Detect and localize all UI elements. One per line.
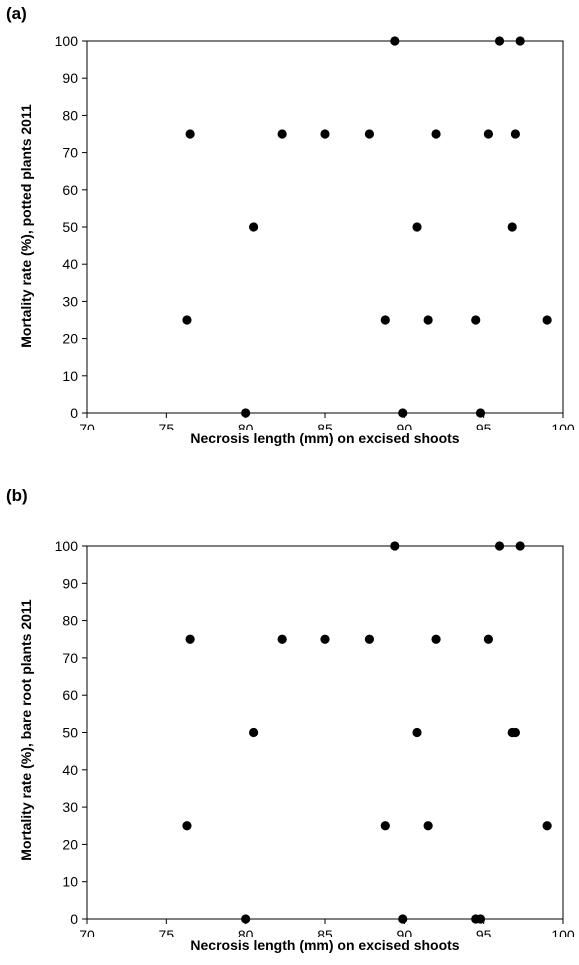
x-tick-label: 95 [476,927,492,937]
y-tick-label: 30 [62,293,78,309]
x-tick-label: 75 [159,927,175,937]
data-point [542,315,552,325]
y-tick-label: 20 [62,836,78,852]
data-point [390,36,400,46]
plot-frame [86,40,564,414]
x-tick-label: 90 [397,927,413,937]
data-point [542,821,552,831]
data-point [380,315,390,325]
data-point [510,129,520,139]
data-point [475,914,486,924]
scatter-plot-a: 0 10 20 30 40 50 60 70 80 90 100 70 75 80 85 90 95 100 [55,33,575,430]
x-tick-label: 90 [397,421,413,430]
data-point [185,129,195,139]
data-point [249,727,259,738]
x-tick-label: 100 [551,927,575,937]
data-point [515,36,525,46]
data-point [471,315,481,325]
scatter-plot-b: 0 10 20 30 40 50 60 70 80 90 100 70 75 80 85 90 95 100 [55,538,575,937]
data-point [185,634,195,644]
x-tick-label: 80 [238,927,254,937]
data-point [412,222,422,232]
y-tick-label: 60 [62,182,78,198]
y-tick-label: 70 [62,650,78,666]
y-tick-label: 70 [62,145,78,161]
data-point [241,408,251,418]
y-tick-label: 90 [62,575,78,591]
data-point [277,634,287,644]
data-point [507,222,517,232]
data-point [182,315,192,325]
x-tick-label: 70 [79,421,95,430]
data-point [398,914,408,924]
data-point [390,541,400,551]
y-tick-label: 0 [70,405,78,421]
panel-label: (a) [6,4,27,23]
y-tick-label: 20 [62,331,78,347]
data-point [320,634,330,644]
data-point [483,634,494,644]
x-tick-label: 85 [317,927,333,937]
y-tick-label: 100 [55,538,79,554]
data-point [241,914,251,924]
x-axis-label: Necrosis length (mm) on excised shoots [190,430,460,446]
data-point [182,821,192,831]
x-tick-label: 85 [317,421,333,430]
panel-label: (b) [6,486,28,505]
data-point [364,129,375,139]
chart-panel-b: (b) Mortality rate (%), bare root plants… [0,482,579,965]
y-tick-label: 50 [62,725,78,741]
data-point [494,36,505,46]
x-tick-label: 100 [551,421,575,430]
y-tick-label: 50 [62,219,78,235]
y-tick-label: 10 [62,874,78,890]
chart-panel-a: (a) Mortality rate (%), potted plants 20… [0,0,579,480]
x-tick-label: 75 [159,421,175,430]
data-point [423,821,433,831]
data-point [277,129,287,139]
y-tick-label: 10 [62,368,78,384]
x-tick-label: 95 [476,421,492,430]
y-tick-label: 60 [62,687,78,703]
data-point [423,315,433,325]
data-point [380,821,390,831]
data-point [515,541,525,551]
y-tick-label: 100 [55,33,79,49]
data-point [320,129,330,139]
data-point [475,408,486,418]
data-point [249,222,259,232]
y-tick-label: 30 [62,799,78,815]
data-point [398,408,408,418]
y-tick-label: 80 [62,107,78,123]
y-tick-label: 40 [62,256,78,272]
y-tick-label: 90 [62,70,78,86]
y-tick-label: 80 [62,613,78,629]
y-tick-label: 40 [62,762,78,778]
x-tick-label: 80 [238,421,254,430]
x-tick-label: 70 [79,927,95,937]
data-point [412,727,422,738]
y-tick-label: 0 [70,911,78,927]
data-point [483,129,494,139]
data-point [510,727,520,738]
data-point [431,634,441,644]
plot-frame [86,545,564,920]
data-point [431,129,441,139]
x-axis-label: Necrosis length (mm) on excised shoots [190,937,460,953]
data-point [364,634,375,644]
data-point [494,541,505,551]
